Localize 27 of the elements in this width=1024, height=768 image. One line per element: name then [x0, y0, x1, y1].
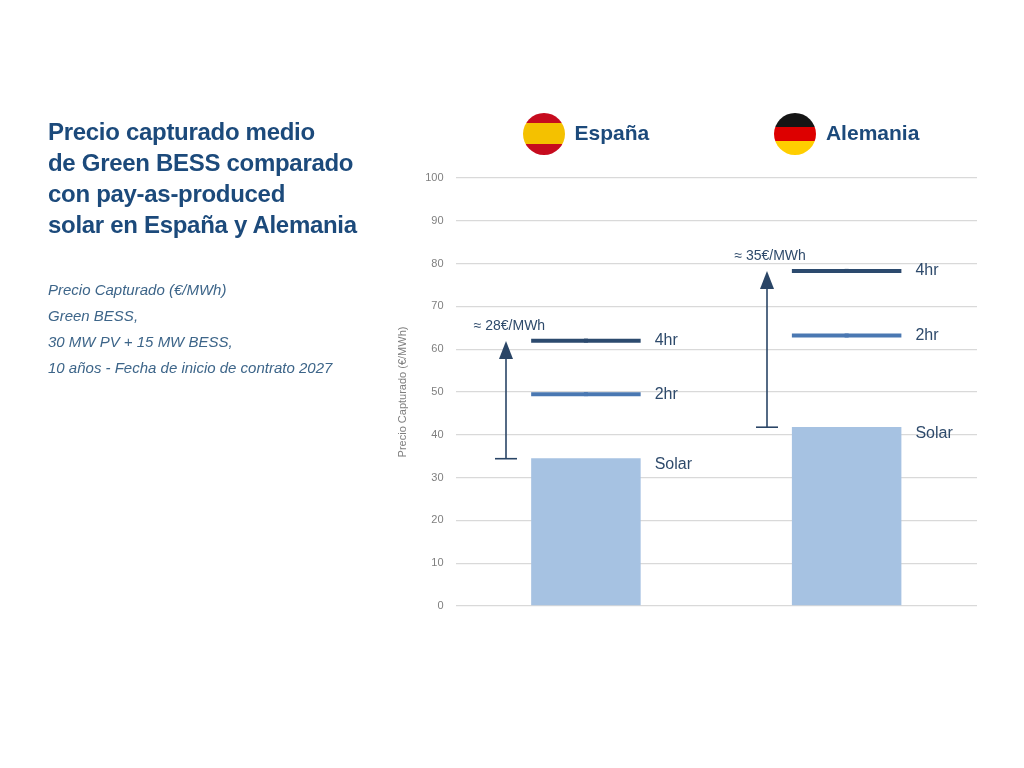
- y-tick-label: 10: [431, 556, 444, 569]
- text: 4hr: [654, 331, 679, 349]
- point: [844, 333, 849, 338]
- x-tick-label: España: [574, 120, 650, 144]
- text: Precio Capturado (€/MWh) Green BESS, 30 MW PV + 15 MW BESS, 10 años - Fecha de inicio de contrato 2027: [48, 280, 334, 378]
- y-tick-label: 50: [431, 385, 444, 398]
- x-tick-label: Alemania: [825, 120, 920, 144]
- y-axis-title: Precio Capturado (€/MWh): [395, 326, 408, 458]
- y-tick-label: 70: [431, 299, 444, 312]
- text: Solar: [915, 423, 953, 441]
- y-tick-label: 30: [431, 470, 444, 483]
- y-tick-label: 60: [431, 342, 444, 355]
- point: [583, 392, 588, 397]
- text: 4hr: [915, 261, 939, 279]
- y-tick-label: 80: [431, 256, 444, 269]
- text: 2hr: [915, 325, 939, 343]
- annotation: ≈ 35€/MWh: [734, 246, 806, 263]
- y-tick-label: 90: [431, 213, 444, 226]
- y-tick-label: 100: [425, 171, 444, 184]
- series-label: Solar: [654, 454, 693, 472]
- y-tick-label: 40: [431, 427, 444, 440]
- y-tick-label: 0: [437, 599, 444, 612]
- point: [583, 338, 588, 343]
- text: Precio capturado medio de Green BESS comparado con pay-as-produced solar en España y Alemania: [48, 117, 359, 240]
- text: 2hr: [654, 384, 679, 402]
- annotation: ≈ 28€/MWh: [473, 316, 546, 333]
- y-tick-label: 20: [431, 513, 444, 526]
